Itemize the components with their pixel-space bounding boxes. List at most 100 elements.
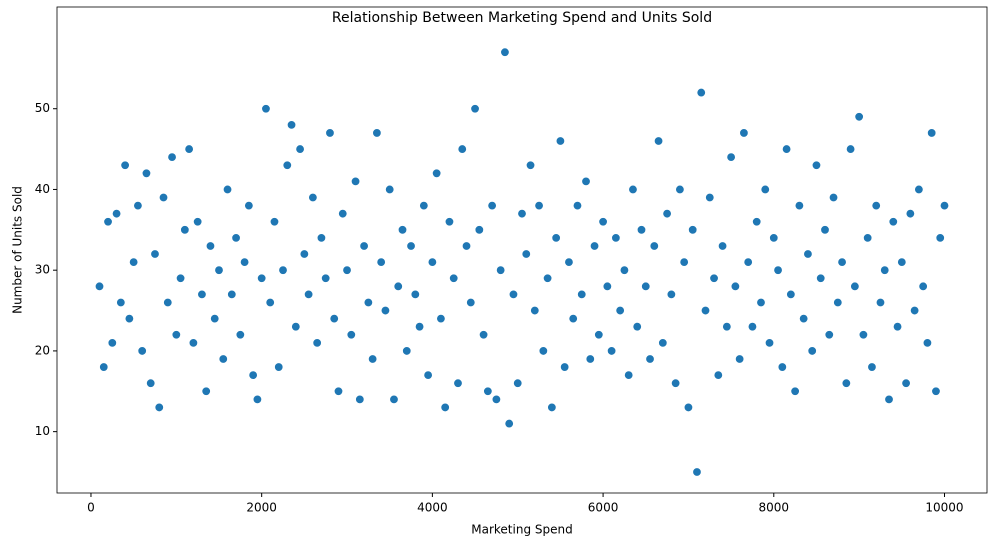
scatter-point (623, 370, 634, 380)
scatter-point (389, 394, 399, 405)
scatter-point (525, 160, 536, 170)
scatter-point (530, 305, 540, 316)
scatter-point (235, 330, 246, 340)
scatter-point (385, 184, 395, 195)
scatter-point (730, 281, 741, 292)
scatter-point (248, 370, 258, 380)
scatter-point (163, 297, 173, 308)
scatter-point (453, 378, 463, 388)
scatter-point (611, 233, 621, 243)
scatter-point (841, 378, 852, 388)
scatter-point (722, 321, 732, 332)
scatter-point (816, 273, 826, 283)
scatter-point (282, 160, 292, 170)
scatter-point (653, 136, 664, 146)
scatter-point (602, 281, 613, 292)
scatter-point (444, 217, 455, 227)
scatter-point (645, 354, 655, 364)
scatter-point (709, 273, 719, 283)
scatter-point (188, 338, 199, 348)
scatter-point (210, 313, 220, 324)
y-tick-label: 10 (35, 424, 50, 438)
scatter-point (803, 249, 813, 259)
scatter-point (107, 338, 118, 348)
scatter-point (192, 217, 203, 227)
scatter-point (397, 225, 408, 235)
scatter-point (227, 289, 237, 300)
x-tick-label: 6000 (588, 501, 619, 515)
scatter-point (269, 217, 280, 227)
plot-area (94, 47, 950, 477)
scatter-point (440, 402, 450, 413)
scatter-point (777, 362, 788, 372)
scatter-point (171, 330, 182, 340)
scatter-point (769, 233, 779, 243)
scatter-point (679, 257, 689, 267)
scatter-point (888, 217, 898, 227)
scatter-point (137, 346, 147, 356)
scatter-point (658, 338, 668, 348)
scatter-point (850, 281, 860, 292)
scatter-point (534, 200, 544, 211)
scatter-point (128, 257, 139, 267)
scatter-point (150, 249, 160, 259)
scatter-point (845, 144, 856, 154)
scatter-point (559, 362, 570, 372)
scatter-point (773, 265, 783, 275)
scatter-point (218, 354, 228, 364)
scatter-point (414, 321, 425, 332)
scatter-point (363, 297, 374, 308)
scatter-point (274, 362, 284, 372)
scatter-point (794, 200, 805, 211)
scatter-point (892, 321, 903, 332)
scatter-point (555, 136, 566, 146)
scatter-point (807, 346, 817, 356)
scatter-point (103, 217, 113, 227)
scatter-point (316, 233, 327, 243)
scatter-point (380, 305, 391, 316)
y-tick-label: 20 (35, 343, 50, 357)
scatter-point (931, 386, 941, 396)
scatter-point (461, 241, 472, 251)
scatter-point (517, 208, 527, 219)
scatter-point (491, 394, 502, 405)
scatter-point (875, 297, 886, 308)
scatter-point (286, 120, 297, 130)
scatter-point (111, 208, 122, 219)
scatter-point (798, 313, 809, 324)
scatter-point (342, 265, 352, 275)
scatter-point (99, 362, 109, 372)
scatter-point (133, 200, 143, 211)
scatter-point (141, 168, 152, 179)
scatter-point (747, 321, 758, 332)
scatter-point (116, 297, 126, 308)
scatter-point (692, 467, 702, 477)
scatter-point (495, 265, 506, 275)
axes-frame (56, 6, 988, 494)
scatter-point (154, 402, 164, 413)
scatter-point (713, 370, 724, 380)
scatter-point (824, 330, 834, 340)
scatter-point (922, 338, 933, 348)
scatter-point (833, 297, 843, 308)
scatter-point (239, 257, 250, 267)
scatter-point (589, 241, 600, 251)
scatter-point (299, 249, 310, 259)
scatter-point (606, 346, 617, 356)
scatter-point (628, 184, 638, 195)
scatter-point (662, 208, 672, 219)
x-tick-label: 2000 (246, 501, 277, 515)
scatter-point (551, 233, 561, 243)
scatter-point (372, 128, 382, 138)
scatter-point (295, 144, 305, 154)
scatter-point (705, 192, 715, 203)
scatter-point (781, 144, 792, 154)
scatter-point (449, 273, 459, 283)
scatter-point (542, 273, 553, 283)
scatter-point (935, 233, 945, 243)
scatter-point (94, 281, 105, 292)
scatter-point (880, 265, 890, 275)
scatter-point (585, 354, 595, 364)
scatter-point (572, 200, 583, 211)
